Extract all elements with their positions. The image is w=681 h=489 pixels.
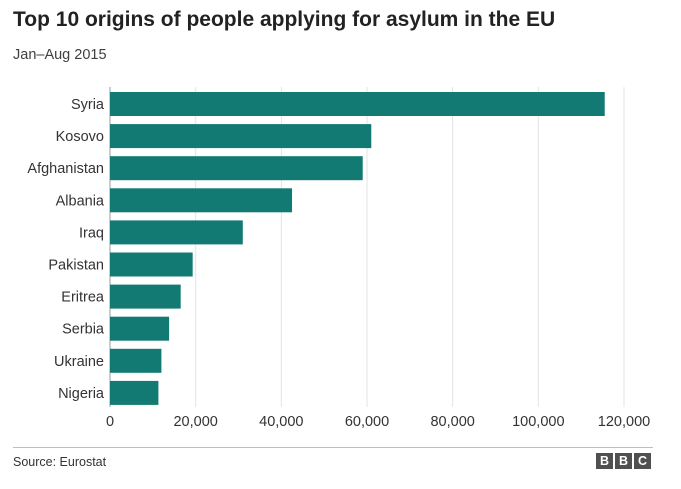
x-tick-label: 100,000 <box>512 414 564 430</box>
x-tick-label: 120,000 <box>598 414 650 430</box>
bar-pakistan <box>110 252 193 277</box>
category-label-pakistan: Pakistan <box>48 258 104 274</box>
bar-ukraine <box>110 348 162 373</box>
chart-subtitle: Jan–Aug 2015 <box>13 47 107 63</box>
bbc-logo: B B C <box>596 453 651 469</box>
bar-iraq <box>110 220 243 245</box>
bbc-logo-letter-1: B <box>596 453 613 469</box>
category-label-iraq: Iraq <box>79 225 104 241</box>
category-label-ukraine: Ukraine <box>54 354 104 370</box>
category-label-kosovo: Kosovo <box>56 129 104 145</box>
x-tick-label: 20,000 <box>173 414 217 430</box>
category-label-afghanistan: Afghanistan <box>27 161 104 177</box>
footer-divider <box>13 447 653 448</box>
category-label-eritrea: Eritrea <box>61 290 105 306</box>
x-tick-label: 60,000 <box>345 414 389 430</box>
bar-serbia <box>110 316 170 341</box>
category-label-syria: Syria <box>71 97 105 113</box>
category-label-nigeria: Nigeria <box>58 386 105 402</box>
bbc-logo-letter-2: B <box>615 453 632 469</box>
bar-nigeria <box>110 380 159 405</box>
x-tick-label: 80,000 <box>430 414 474 430</box>
category-labels: Syria Kosovo Afghanistan Albania Iraq Pakista… <box>27 97 105 402</box>
chart-title: Top 10 origins of people applying for as… <box>13 8 556 31</box>
category-label-albania: Albania <box>56 193 105 209</box>
bar-afghanistan <box>110 156 363 181</box>
source-note: Source: Eurostat <box>13 455 107 469</box>
x-tick-label: 40,000 <box>259 414 303 430</box>
bar-albania <box>110 188 293 213</box>
x-tick-label: 0 <box>106 414 114 430</box>
bar-kosovo <box>110 124 372 149</box>
bbc-logo-letter-3: C <box>634 453 651 469</box>
bar-syria <box>110 92 605 116</box>
bar-eritrea <box>110 284 181 309</box>
bars <box>110 92 605 405</box>
category-label-serbia: Serbia <box>62 322 105 338</box>
tick-labels: 0 20,000 40,000 60,000 80,000 100,000 120,000 <box>106 414 650 430</box>
